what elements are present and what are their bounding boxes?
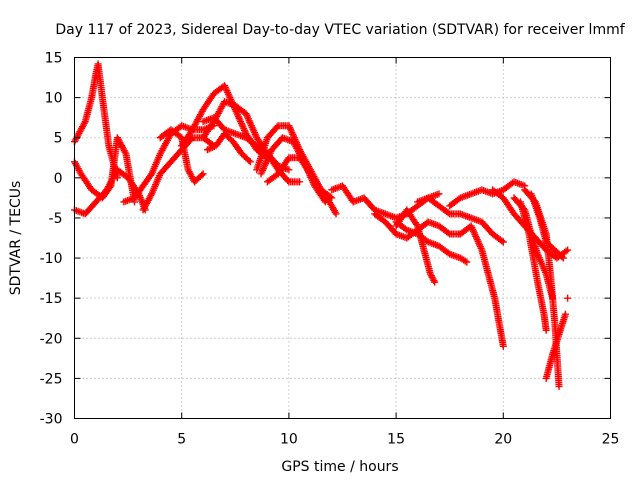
plus-marker (444, 229, 452, 237)
plot-frame (74, 57, 611, 419)
y-axis-label: SDTVAR / TECUs (8, 181, 24, 296)
series-outlier (564, 294, 572, 302)
x-tick-label: 0 (70, 432, 79, 448)
x-tick-label: 20 (494, 432, 512, 448)
x-tick-label: 5 (177, 432, 186, 448)
y-tick-label: 15 (45, 51, 63, 67)
plus-marker (245, 156, 253, 164)
plus-marker (198, 171, 206, 179)
plus-marker (555, 382, 563, 390)
plus-marker (246, 158, 254, 166)
series-arc17 (392, 218, 471, 266)
y-tick-label: -15 (40, 291, 63, 307)
plus-marker (499, 238, 507, 246)
plus-marker (561, 310, 569, 318)
plus-marker (320, 196, 328, 204)
y-tick-label: 5 (54, 131, 63, 147)
y-tick-label: -25 (40, 371, 63, 387)
series-arc16 (392, 206, 439, 286)
series-arc5 (139, 134, 218, 214)
plus-marker (461, 257, 469, 265)
plus-marker (121, 148, 129, 156)
plus-marker (564, 294, 572, 302)
chart-title: Day 117 of 2023, Sidereal Day-to-day VTE… (55, 22, 625, 38)
plus-marker (332, 210, 340, 218)
plus-marker (321, 198, 329, 206)
x-axis-label: GPS time / hours (281, 459, 398, 475)
plus-marker (558, 253, 566, 261)
plus-marker (463, 258, 471, 266)
plus-marker (412, 220, 420, 228)
plus-marker (499, 342, 507, 350)
x-tick-label: 10 (280, 432, 298, 448)
plus-marker (559, 254, 567, 262)
series-arc24 (516, 198, 550, 334)
plus-marker (444, 209, 452, 217)
plus-marker (542, 326, 550, 334)
data-marks (71, 60, 572, 390)
series-arc13 (263, 154, 336, 202)
y-tick-label: 0 (54, 171, 63, 187)
plus-marker (285, 166, 293, 174)
series-arc18 (414, 194, 507, 246)
series-arc11 (253, 122, 340, 218)
plus-marker (430, 277, 438, 285)
plus-marker (328, 194, 336, 202)
plus-marker (498, 237, 506, 245)
grid-lines (74, 57, 611, 419)
plus-marker (564, 246, 572, 254)
plus-marker (431, 278, 439, 286)
y-tick-label: -10 (40, 251, 63, 267)
series-arc6 (156, 126, 207, 186)
axis-ticks: 0 5 10 15 20 25 -30 -25 -20 -15 -10 -5 0 5 10 15 (40, 51, 620, 448)
y-tick-label: 10 (45, 91, 63, 107)
series-arc26 (542, 310, 569, 382)
plus-marker (435, 190, 443, 198)
plus-marker (199, 170, 207, 178)
plus-marker (296, 178, 304, 186)
series-arc25 (527, 190, 567, 262)
series-arc20 (446, 178, 529, 210)
series-arc10 (203, 130, 254, 166)
plus-marker (326, 193, 334, 201)
series-arc19 (456, 222, 507, 350)
x-tick-label: 25 (602, 432, 620, 448)
plus-marker (562, 247, 570, 255)
series-arc7 (178, 82, 271, 162)
y-tick-label: -20 (40, 331, 63, 347)
y-tick-label: -5 (49, 211, 63, 227)
plus-marker (331, 208, 339, 216)
x-tick-label: 15 (387, 432, 405, 448)
y-tick-label: -30 (40, 412, 63, 428)
